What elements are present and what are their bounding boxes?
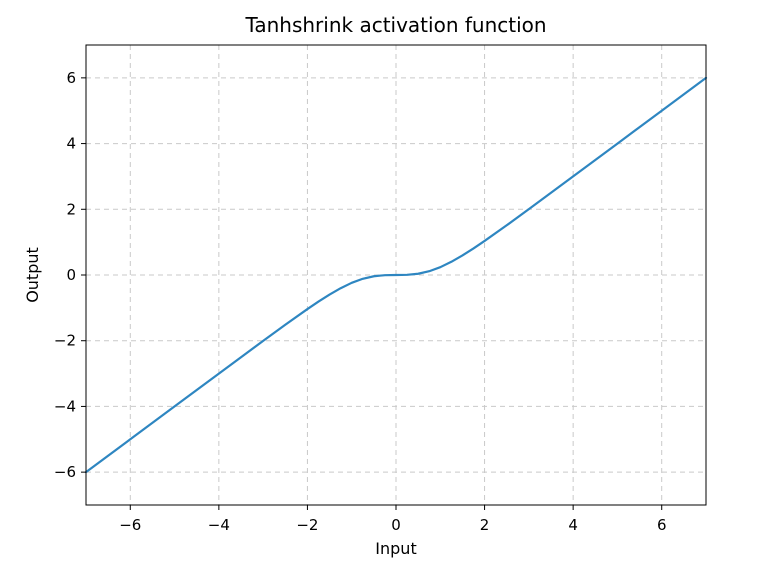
x-tick-label: 6: [657, 516, 667, 534]
y-tick-label: 4: [66, 135, 76, 153]
x-tick-label: −2: [296, 516, 318, 534]
series-line: [84, 76, 708, 474]
grid-lines: [86, 45, 706, 505]
x-tick-label: 0: [391, 516, 401, 534]
y-tick-label: 0: [66, 266, 76, 284]
x-axis-label: Input: [375, 539, 416, 558]
y-tick-label: 6: [66, 69, 76, 87]
y-axis-label: Output: [23, 247, 42, 303]
y-tick-label: −2: [54, 332, 76, 350]
y-tick-label: −4: [54, 397, 76, 415]
x-tick-label: −6: [119, 516, 141, 534]
series-lines: [84, 76, 708, 474]
x-tick-label: 4: [568, 516, 578, 534]
chart-title: Tanhshrink activation function: [244, 13, 546, 37]
y-ticks: −6 −4 −2 0 2 4 6: [54, 69, 86, 481]
x-tick-label: 2: [480, 516, 490, 534]
x-tick-label: −4: [208, 516, 230, 534]
y-tick-label: 2: [66, 200, 76, 218]
x-ticks: −6 −4 −2 0 2 4 6: [119, 505, 666, 534]
y-tick-label: −6: [54, 463, 76, 481]
